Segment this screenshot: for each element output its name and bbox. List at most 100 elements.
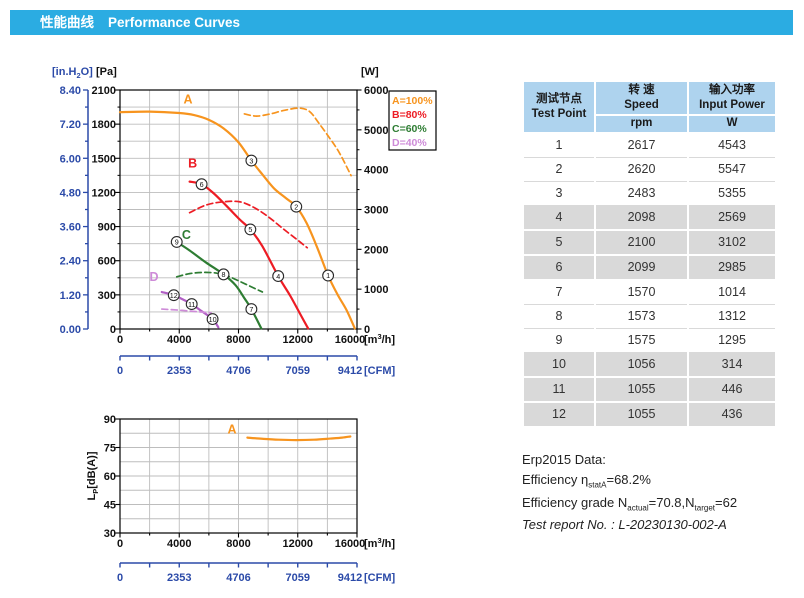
svg-text:75: 75 [104,443,116,455]
table-cell: 5355 [687,181,777,206]
svg-text:9412: 9412 [338,572,362,584]
col-header-speed: 转 速 Speed [594,80,689,116]
table-row: 11 1055 446 [522,376,777,403]
table-cell: 1 [522,132,596,158]
svg-text:1200: 1200 [92,187,116,199]
svg-text:2353: 2353 [167,365,191,377]
svg-text:4706: 4706 [226,365,250,377]
col-header-test-point-en: Test Point [531,107,587,120]
svg-text:1500: 1500 [92,153,116,165]
table-row: 3 2483 5355 [522,181,777,206]
marker-point-8 [217,268,230,281]
svg-text:90: 90 [104,414,116,426]
table-cell: 2099 [594,254,689,281]
test-point-table-grid: 测试节点 Test Point 转 速 Speed 输入功率 Input Pow… [522,80,777,428]
table-cell: 5547 [687,157,777,182]
erp-data-block: Erp2015 Data: Efficiency ηstatA=68.2% Ef… [522,452,737,537]
svg-text:4000: 4000 [364,165,388,177]
svg-text:B: B [188,156,197,170]
svg-text:[in.H2O]: [in.H2O] [52,66,93,80]
svg-text:7059: 7059 [286,572,310,584]
svg-text:2: 2 [294,202,298,211]
svg-text:0: 0 [364,324,370,336]
svg-text:1800: 1800 [92,119,116,131]
svg-text:16000: 16000 [335,538,366,550]
table-cell: 3102 [687,229,777,256]
svg-text:4.80: 4.80 [60,187,81,199]
svg-text:C: C [182,228,191,242]
erp-test-report: Test report No. : L-20230130-002-A [522,517,727,533]
svg-text:4000: 4000 [167,334,191,346]
svg-text:8.40: 8.40 [60,85,81,97]
table-cell: 8 [522,304,596,329]
inh2o-axis: 0.00 1.20 2.40 3.60 4.80 6.00 7.20 8.40 [60,85,89,336]
erp-efficiency-line: Efficiency ηstatA=68.2% [522,472,651,490]
table-cell: 12 [522,401,596,428]
svg-text:0: 0 [117,572,123,584]
table-cell: 2098 [594,205,689,231]
svg-text:5: 5 [248,225,252,234]
table-cell: 11 [522,376,596,403]
svg-text:0: 0 [117,365,123,377]
col-header-input-power: 输入功率 Input Power [687,80,777,116]
svg-text:2100: 2100 [92,85,116,97]
col-header-test-point: 测试节点 Test Point [522,80,596,134]
svg-text:0: 0 [117,538,123,550]
svg-text:4: 4 [276,272,280,281]
table-row: 4 2098 2569 [522,205,777,231]
table-row: 6 2099 2985 [522,254,777,281]
curve-c-pressure [175,240,263,330]
svg-text:3000: 3000 [364,205,388,217]
table-cell: 2100 [594,229,689,256]
table-cell: 2985 [687,254,777,281]
table-cell: 1014 [687,279,777,305]
table-row: 10 1056 314 [522,352,777,378]
marker-point-6 [195,178,208,191]
noise-chart: 30 45 60 75 90 0 4000 8000 12000 16000[m3/h] LP[dB… [86,414,395,584]
svg-text:[W]: [W] [361,66,379,78]
table-cell: 314 [687,352,777,378]
table-cell: 1056 [594,352,689,378]
svg-text:7059: 7059 [286,365,310,377]
svg-text:A: A [228,423,237,437]
table-cell: 1570 [594,279,689,305]
table-row: 1 2617 4543 [522,132,777,158]
svg-text:0: 0 [110,324,116,336]
table-cell: 2617 [594,132,689,158]
svg-text:6.00: 6.00 [60,153,81,165]
svg-text:[m3/h]: [m3/h] [364,332,395,346]
legend: A=100% B=80% C=60% D=40% [388,90,437,151]
svg-text:2.40: 2.40 [60,256,81,268]
curve-b-input-power [188,200,309,249]
table-cell: 9 [522,328,596,353]
table-cell: 436 [687,401,777,428]
table-cell: 3 [522,181,596,206]
curve-c-input-power [175,271,264,293]
marker-point-10 [206,313,219,326]
svg-text:8000: 8000 [226,334,250,346]
test-point-table: 测试节点 Test Point 转 速 Speed 输入功率 Input Pow… [522,80,777,428]
curve-a-noise [246,435,352,442]
svg-text:0.00: 0.00 [60,324,81,336]
svg-text:10: 10 [209,315,217,324]
svg-text:[m3/h]: [m3/h] [364,536,395,550]
table-cell: 7 [522,279,596,305]
svg-text:8: 8 [222,270,226,279]
marker-point-12 [167,289,180,302]
table-cell: 6 [522,254,596,281]
svg-text:45: 45 [104,500,116,512]
table-row: 12 1055 436 [522,401,777,428]
col-header-speed-en: Speed [624,98,659,111]
section-title-en: Performance Curves [108,15,241,30]
svg-text:4000: 4000 [167,538,191,550]
col-header-input-power-en: Input Power [699,98,765,111]
table-row: 5 2100 3102 [522,229,777,256]
table-row: 2 2620 5547 [522,157,777,182]
svg-text:C=60%: C=60% [392,123,427,135]
table-row: 9 1575 1295 [522,328,777,353]
table-cell: 1575 [594,328,689,353]
svg-text:1000: 1000 [364,284,388,296]
table-row: 7 1570 1014 [522,279,777,305]
